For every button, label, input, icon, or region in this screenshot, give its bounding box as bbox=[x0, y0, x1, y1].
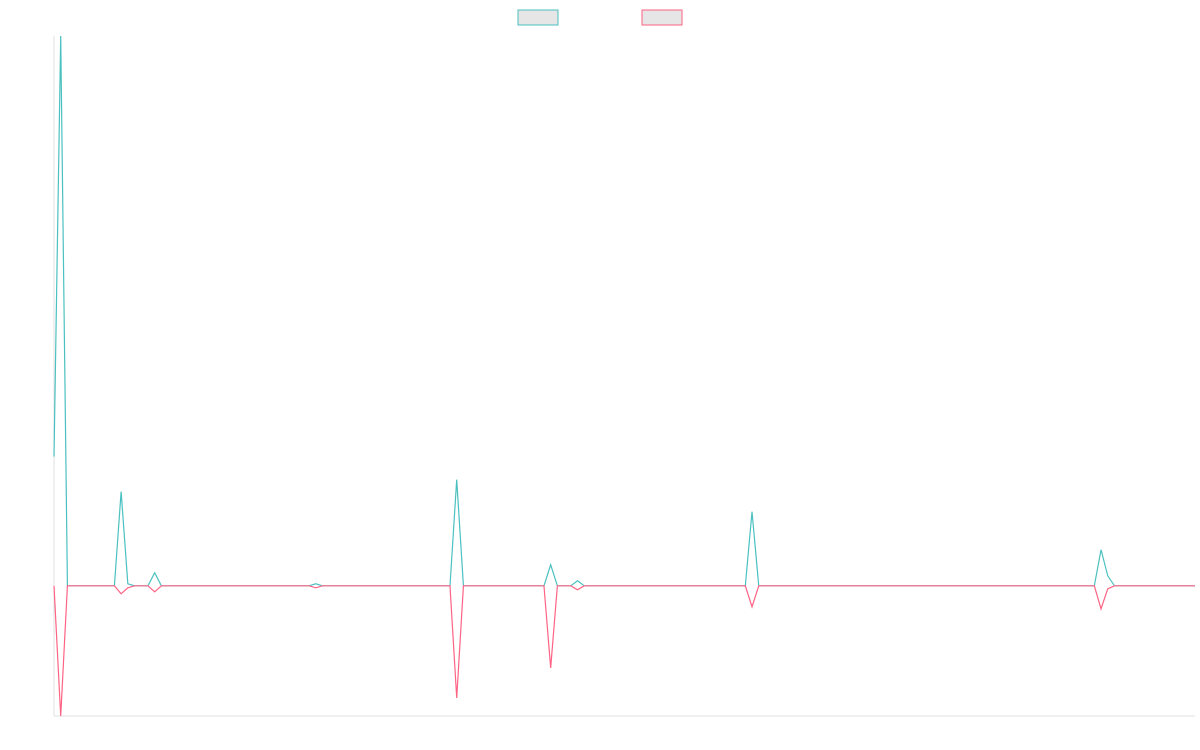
legend-swatch[interactable] bbox=[517, 9, 559, 26]
series-line bbox=[53, 35, 1195, 587]
legend-swatch[interactable] bbox=[641, 9, 683, 26]
series-line bbox=[53, 585, 1195, 717]
